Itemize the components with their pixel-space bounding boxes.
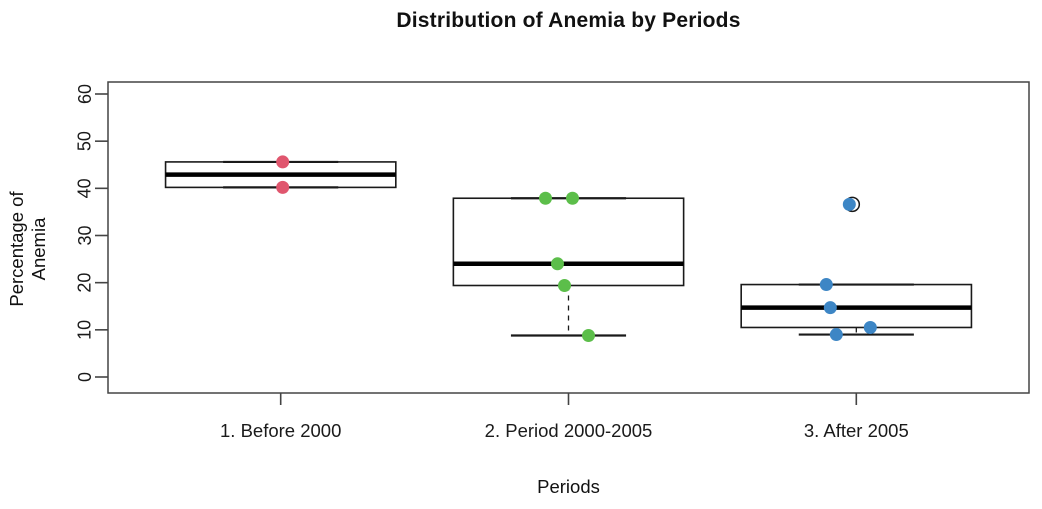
y-tick-label: 40: [75, 178, 95, 198]
chart-title: Distribution of Anemia by Periods: [396, 9, 741, 32]
data-point: [863, 320, 877, 334]
data-point: [558, 278, 571, 292]
data-point: [276, 180, 290, 194]
data-point: [819, 278, 833, 292]
data-point: [842, 197, 856, 211]
y-tick-label: 10: [75, 320, 95, 340]
data-point: [539, 191, 552, 205]
x-group-label: 1. Before 2000: [220, 420, 341, 441]
y-tick-label: 60: [75, 84, 95, 104]
box: [452, 197, 685, 287]
data-point: [566, 191, 579, 205]
y-tick-label: 50: [75, 131, 95, 151]
x-group-label: 3. After 2005: [804, 420, 909, 441]
data-point: [823, 301, 837, 315]
data-point: [276, 155, 290, 169]
data-point: [551, 257, 564, 271]
data-point: [829, 328, 843, 342]
x-axis-title: Periods: [537, 476, 600, 497]
y-tick-label: 20: [75, 273, 95, 293]
data-point: [582, 328, 595, 342]
y-tick-label: 0: [75, 372, 95, 382]
x-group-label: 2. Period 2000-2005: [485, 420, 653, 441]
y-tick-label: 30: [75, 225, 95, 245]
